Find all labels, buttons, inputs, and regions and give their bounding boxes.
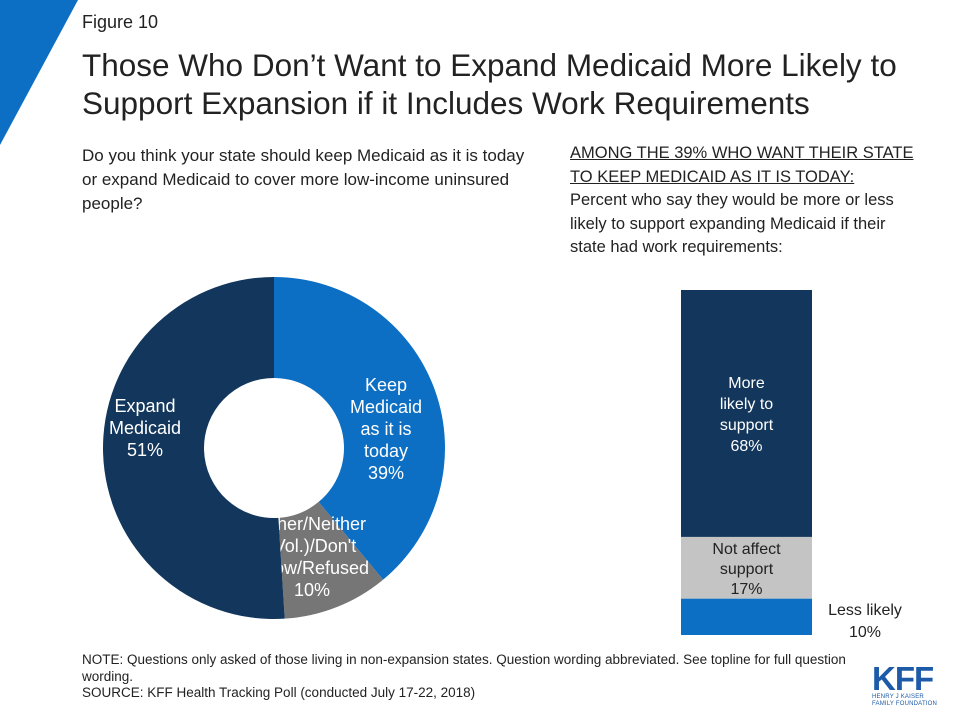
- survey-question: Do you think your state should keep Medi…: [82, 146, 525, 213]
- pie-slice-keep: [274, 277, 446, 580]
- pie-label-keep: Keep Medicaid as it is today 39%: [350, 375, 422, 483]
- pie-label-expand: Expand Medicaid 51%: [109, 396, 181, 460]
- logo-line-2: FAMILY FOUNDATION: [872, 701, 938, 707]
- chart-title: Those Who Don’t Want to Expand Medicaid …: [82, 47, 897, 121]
- pie-label-other: Other/Neither (Vol.)/Don't know/Refused 10%: [255, 514, 369, 600]
- pie-slice-expand: [103, 277, 285, 620]
- pie-slice-other: [278, 501, 383, 619]
- subgroup-description: AMONG THE 39% WHO WANT THEIR STATE TO KE…: [570, 142, 915, 260]
- logo-wordmark: KFF: [872, 660, 934, 697]
- bar-label-not-affect: Not affect support 17%: [712, 541, 781, 598]
- chart-notes: NOTE: Questions only asked of those livi…: [82, 652, 862, 702]
- bar-segment-less-likely: [681, 598, 812, 635]
- subgroup-heading: AMONG THE 39% WHO WANT THEIR STATE TO KE…: [570, 144, 914, 186]
- logo-line-1: HENRY J KAISER: [872, 694, 924, 700]
- bar-segment-more-likely: [681, 290, 812, 537]
- corner-accent: [0, 0, 78, 145]
- subgroup-text: Percent who say they would be more or le…: [570, 191, 894, 256]
- figure-label: Figure 10: [82, 12, 159, 32]
- bar-label-more-likely: More likely to support 68%: [720, 375, 774, 455]
- source-text: SOURCE: KFF Health Tracking Poll (conduc…: [82, 685, 476, 700]
- note-text: NOTE: Questions only asked of those livi…: [82, 652, 846, 684]
- kff-logo: KFF HENRY J KAISER FAMILY FOUNDATION: [872, 660, 948, 708]
- bar-label-less-likely: Less likely 10%: [828, 602, 902, 641]
- bar-segment-not-affect: [681, 536, 812, 599]
